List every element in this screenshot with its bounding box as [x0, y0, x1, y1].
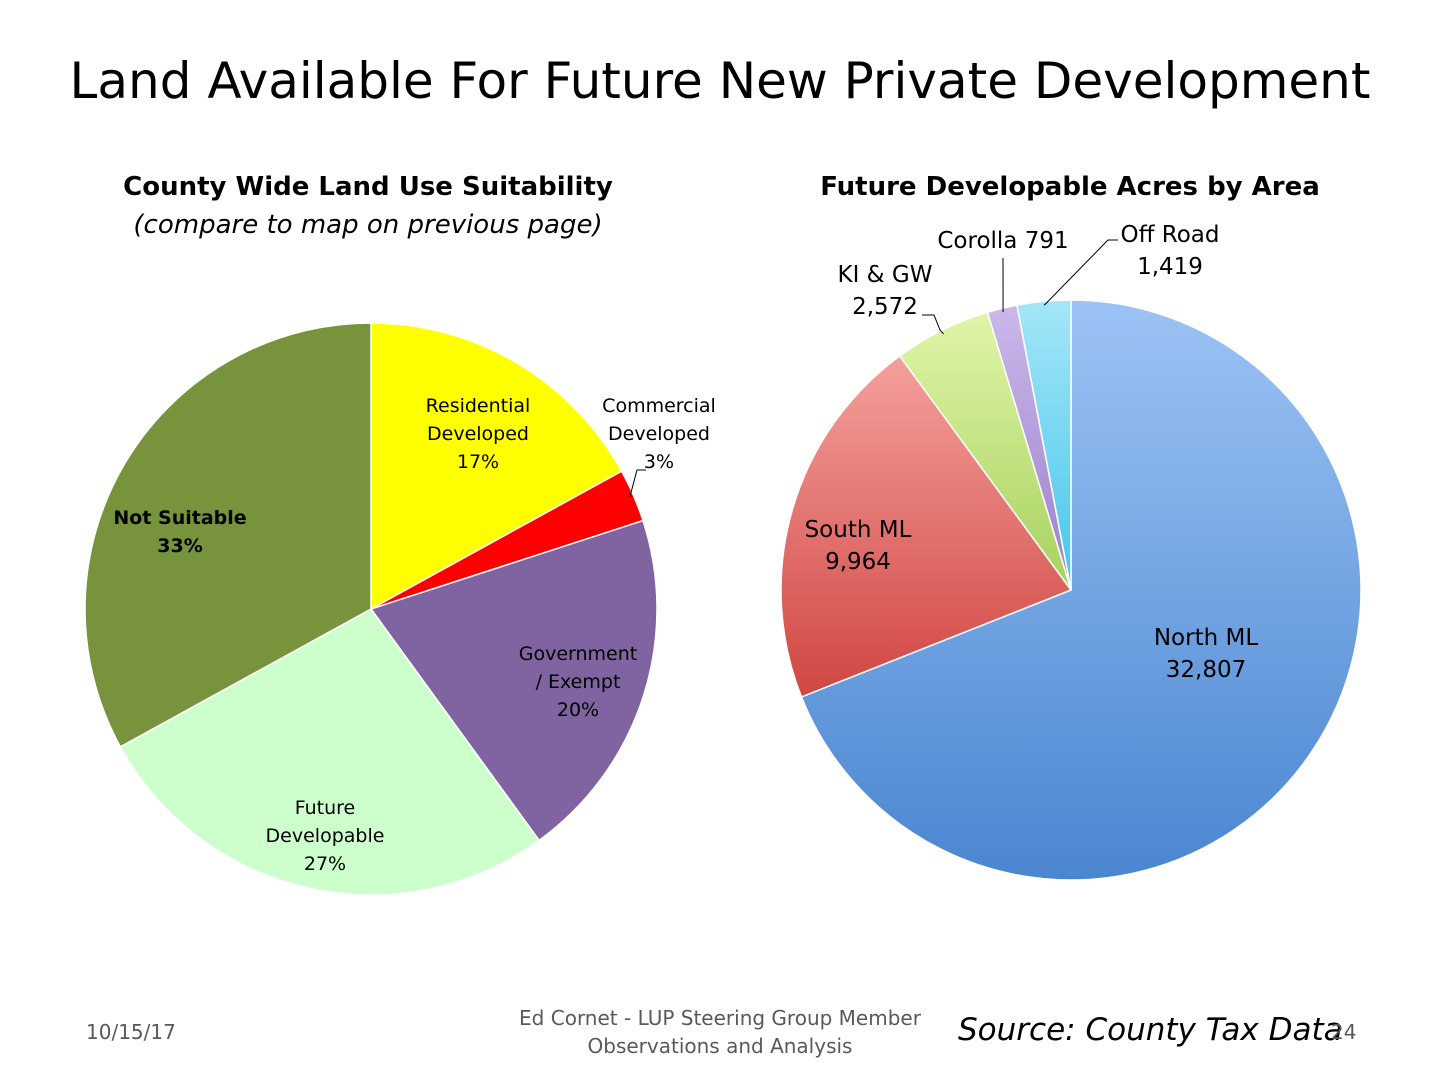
land-use-label-line: Government: [519, 643, 638, 665]
left-chart-title: County Wide Land Use Suitability: [123, 172, 613, 202]
footer-credit: Ed Cornet - LUP Steering Group Member Ob…: [470, 1004, 970, 1060]
land-use-label-future-developable: Future Developable 27%: [266, 797, 385, 875]
acres-label-line: KI & GW: [838, 262, 933, 288]
land-use-label-line: 3%: [644, 451, 674, 473]
acres-label-line: 9,964: [825, 549, 891, 575]
acres-label-line: 1,419: [1137, 254, 1203, 280]
acres-label-south-ml: South ML 9,964: [805, 517, 912, 575]
acres-label-line: Corolla 791: [937, 228, 1068, 254]
slide-title: Land Available For Future New Private De…: [69, 52, 1371, 110]
land-use-leader-line-commercial-developed: [629, 469, 646, 498]
footer-date: 10/15/17: [86, 1020, 176, 1044]
land-use-slice-future-developable: [119, 608, 541, 896]
footer-credit-line1: Ed Cornet - LUP Steering Group Member: [519, 1006, 921, 1030]
acres-slice-off-road: [1016, 299, 1072, 591]
land-use-label-line: / Exempt: [536, 671, 621, 693]
land-use-label-commercial-developed: Commercial Developed 3%: [602, 395, 716, 473]
acres-slice-north-ml: [800, 299, 1362, 881]
land-use-label-line: 20%: [557, 699, 599, 721]
land-use-label-line: Developable: [266, 825, 385, 847]
land-use-slice-government-exempt: [369, 519, 658, 842]
land-use-slice-not-suitable: [84, 322, 372, 748]
acres-label-line: North ML: [1154, 625, 1258, 651]
land-use-label-line: Not Suitable: [113, 507, 246, 529]
right-chart-title: Future Developable Acres by Area: [820, 172, 1320, 202]
land-use-slice-residential-developed: [370, 322, 623, 611]
acres-leader-line-ki-gw: [922, 314, 944, 335]
acres-leader-line-off-road: [1043, 239, 1118, 306]
acres-slice-south-ml: [780, 354, 1073, 698]
acres-label-line: 32,807: [1166, 657, 1246, 683]
acres-label-line: South ML: [805, 517, 912, 543]
acres-label-ki-gw: KI & GW 2,572: [838, 262, 933, 320]
acres-label-off-road: Off Road 1,419: [1121, 222, 1220, 280]
acres-label-north-ml: North ML 32,807: [1154, 625, 1258, 683]
land-use-label-line: Future: [295, 797, 356, 819]
land-use-label-line: Developed: [427, 423, 529, 445]
land-use-label-line: 17%: [457, 451, 499, 473]
footer-credit-line2: Observations and Analysis: [587, 1034, 853, 1058]
land-use-label-line: Developed: [608, 423, 710, 445]
acres-label-line: 2,572: [852, 294, 918, 320]
left-chart-subtitle: (compare to map on previous page): [133, 210, 603, 240]
land-use-label-line: 33%: [157, 535, 202, 557]
land-use-label-line: Commercial: [602, 395, 716, 417]
land-use-label-line: 27%: [304, 853, 346, 875]
land-use-label-residential-developed: Residential Developed 17%: [426, 395, 531, 473]
land-use-label-government-exempt: Government / Exempt 20%: [519, 643, 638, 721]
footer-source: Source: County Tax Data: [958, 1012, 1343, 1048]
page-number: 24: [1331, 1020, 1357, 1044]
land-use-label-not-suitable: Not Suitable 33%: [113, 507, 246, 557]
acres-label-corolla: Corolla 791: [937, 228, 1068, 254]
acres-label-line: Off Road: [1121, 222, 1220, 248]
land-use-label-line: Residential: [426, 395, 531, 417]
